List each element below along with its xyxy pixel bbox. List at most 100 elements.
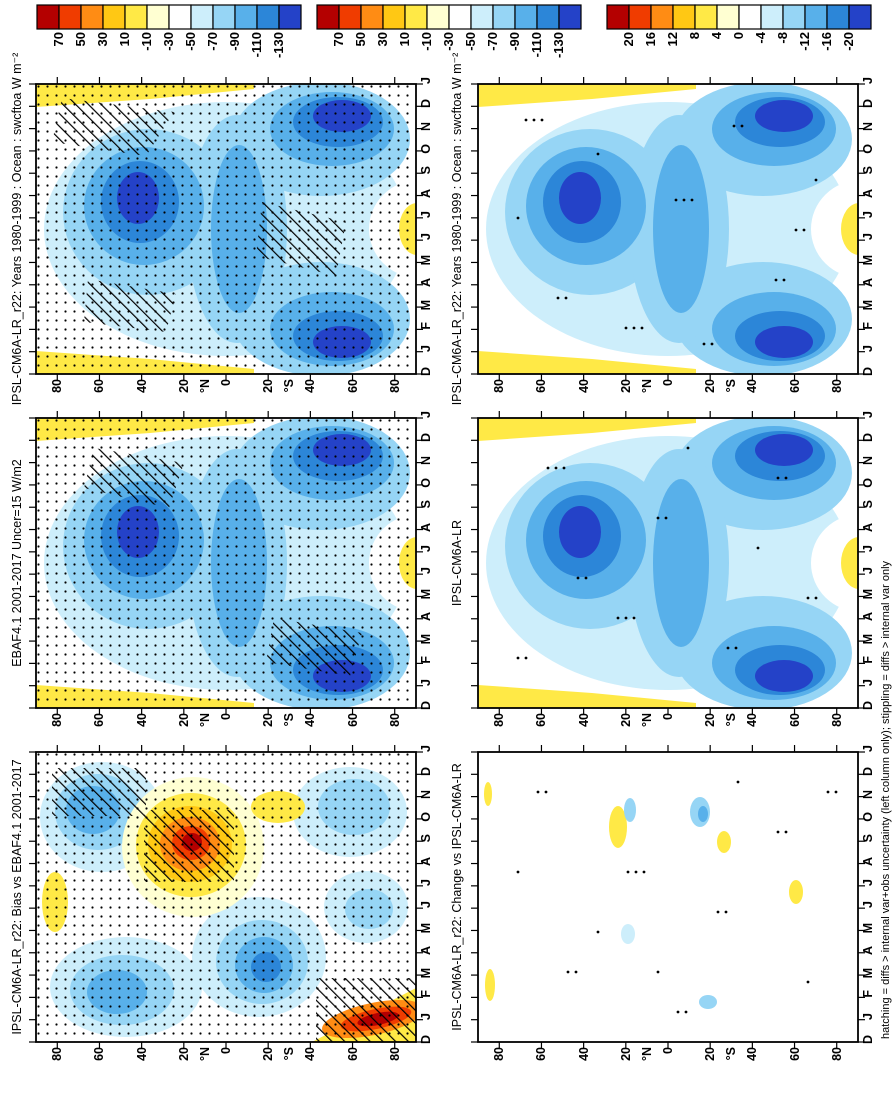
month-axis-label: D	[861, 99, 875, 109]
lat-axis-label: 80	[50, 713, 65, 727]
figure-caption: hatching = diffs > internal var+obs unce…	[880, 560, 892, 1040]
colorbar-cell	[738, 4, 762, 30]
stipple-dot	[536, 790, 540, 794]
lat-axis-label: 80	[387, 1047, 402, 1061]
colorbar-tick-label: -12	[797, 32, 812, 51]
field-layer	[478, 84, 858, 374]
panel-title-bias: IPSL-CM6A-LR_r22: Bias vs EBAF4.1 2001-2…	[10, 759, 24, 1035]
month-axis-label: S	[861, 166, 875, 175]
stipple-dot	[806, 596, 810, 600]
lat-axis-label: °S	[282, 379, 297, 393]
month-axis-label: M	[419, 634, 433, 645]
month-axis-label: D	[861, 701, 875, 711]
stipple-dot	[724, 910, 728, 914]
month-axis-label: N	[861, 789, 875, 799]
field-layer	[36, 418, 416, 708]
panel-title-model: IPSL-CM6A-LR_r22: Years 1980-1999 : Ocea…	[450, 52, 464, 406]
lat-axis-label: 60	[345, 379, 360, 393]
colorbar-tick-label: -4	[753, 32, 768, 44]
lat-axis-label: 60	[345, 1047, 360, 1061]
stipple-dot	[784, 476, 788, 480]
stipple-dot	[710, 342, 714, 346]
lat-axis-label: 40	[745, 379, 760, 393]
stipple-dot	[624, 616, 628, 620]
month-axis-label: O	[419, 811, 433, 822]
stipple-dot	[774, 278, 778, 282]
lat-axis-label: 80	[829, 1047, 844, 1061]
stipple-dot	[546, 466, 550, 470]
lat-axis-label: 40	[576, 379, 591, 393]
month-axis-label: D	[419, 1035, 433, 1045]
stipple-dot	[776, 476, 780, 480]
colorbar-cell	[124, 4, 148, 30]
month-axis-label: F	[861, 322, 875, 331]
stipple-dot	[736, 780, 740, 784]
month-axis-label: D	[419, 767, 433, 777]
lat-axis-label: °N	[639, 379, 654, 394]
hatch-layer	[316, 978, 416, 1042]
colorbar-tick-label: 8	[687, 32, 702, 40]
lat-axis-label: 20	[618, 1047, 633, 1061]
stipple-dot	[556, 296, 560, 300]
stipple-dot	[634, 870, 638, 874]
colorbar-cell	[492, 4, 516, 30]
stipple-dot	[640, 326, 644, 330]
month-axis-label: A	[419, 277, 433, 287]
month-axis-label: N	[419, 789, 433, 799]
lat-axis-label: 20	[261, 1047, 276, 1061]
lat-axis-label: 40	[303, 1047, 318, 1061]
panel-plot-model	[471, 77, 865, 381]
month-axis-label: J	[861, 344, 875, 352]
lat-axis-label: 60	[92, 1047, 107, 1061]
month-axis-label: J	[861, 878, 875, 886]
month-axis-label: N	[861, 455, 875, 465]
stipple-dot	[596, 930, 600, 934]
stipple-dot	[740, 124, 744, 128]
lat-axis-label: 20	[176, 379, 191, 393]
colorbar-cell	[606, 4, 630, 30]
stipple-dot	[516, 870, 520, 874]
lat-axis-label: 20	[618, 379, 633, 393]
month-axis-label: M	[419, 968, 433, 979]
lat-axis-label: 60	[345, 713, 360, 727]
stipple-dot	[532, 118, 536, 122]
panel-plot-ref-model	[471, 411, 865, 715]
month-axis-label: A	[861, 277, 875, 287]
colorbar-tick-label: -10	[419, 32, 434, 51]
colorbar-cell	[256, 4, 280, 30]
colorbar-tick-label: -110	[529, 32, 544, 58]
lat-axis-label: 20	[703, 713, 718, 727]
month-axis-label: J	[861, 901, 875, 909]
month-axis-label: M	[419, 923, 433, 934]
lat-axis-label: 60	[534, 1047, 549, 1061]
lat-axis-label: °S	[724, 379, 739, 393]
month-axis-label: A	[419, 945, 433, 955]
stipple-dot	[734, 646, 738, 650]
lat-axis-label: 20	[703, 1047, 718, 1061]
colorbar-cell	[514, 4, 538, 30]
colorbar-cell	[628, 4, 652, 30]
lat-axis-label: 40	[134, 379, 149, 393]
colorbar-tick-label: -50	[463, 32, 478, 51]
colorbar-cell	[360, 4, 384, 30]
lat-axis-label: 40	[303, 379, 318, 393]
colorbar-tick-label: 50	[353, 32, 368, 47]
panel-title-ref-model: IPSL-CM6A-LR	[450, 519, 464, 607]
month-axis-label: J	[419, 745, 433, 752]
colorbar-tick-label: 10	[117, 32, 132, 47]
lat-axis-label: 40	[134, 1047, 149, 1061]
colorbar-tick-label: -70	[205, 32, 220, 51]
lat-axis-label: 80	[492, 1047, 507, 1061]
stipple-dot	[702, 342, 706, 346]
month-axis-label: J	[419, 77, 433, 84]
colorbar-tick-label: 70	[51, 32, 66, 47]
month-axis-label: J	[419, 878, 433, 886]
month-axis-label: M	[419, 255, 433, 266]
panel-plot-obs	[29, 411, 423, 715]
colorbar-tick-label: -8	[775, 32, 790, 44]
lat-axis-label: 0	[219, 379, 233, 386]
month-axis-label: A	[861, 522, 875, 532]
lat-axis-label: 40	[745, 1047, 760, 1061]
stipple-dot	[784, 830, 788, 834]
stipple-dot	[674, 198, 678, 202]
